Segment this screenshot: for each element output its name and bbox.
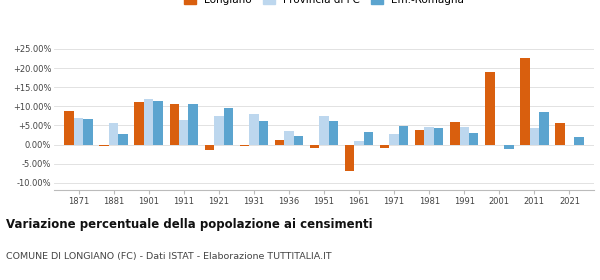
Bar xyxy=(109,123,118,144)
Bar xyxy=(310,144,319,148)
Bar xyxy=(83,118,93,144)
Bar xyxy=(100,144,109,146)
Bar xyxy=(424,127,434,144)
Bar xyxy=(284,131,293,144)
Bar xyxy=(389,134,399,144)
Bar xyxy=(205,144,214,150)
Bar xyxy=(539,112,548,144)
Bar xyxy=(380,144,389,148)
Bar xyxy=(399,126,409,144)
Bar xyxy=(319,116,329,144)
Bar xyxy=(355,141,364,144)
Bar xyxy=(415,130,424,144)
Bar xyxy=(239,144,249,146)
Bar xyxy=(293,136,303,144)
Bar xyxy=(504,144,514,149)
Bar xyxy=(574,137,584,144)
Bar xyxy=(530,129,539,144)
Bar xyxy=(329,121,338,144)
Bar xyxy=(134,102,144,144)
Bar xyxy=(275,140,284,144)
Bar xyxy=(469,133,478,144)
Bar xyxy=(74,118,83,144)
Bar xyxy=(144,99,154,144)
Bar xyxy=(520,59,530,144)
Text: Variazione percentuale della popolazione ai censimenti: Variazione percentuale della popolazione… xyxy=(6,218,373,231)
Bar xyxy=(364,132,373,144)
Bar xyxy=(188,104,198,144)
Bar xyxy=(555,123,565,144)
Bar xyxy=(170,104,179,144)
Bar xyxy=(249,114,259,144)
Bar xyxy=(450,122,460,144)
Bar xyxy=(224,108,233,144)
Text: COMUNE DI LONGIANO (FC) - Dati ISTAT - Elaborazione TUTTITALIA.IT: COMUNE DI LONGIANO (FC) - Dati ISTAT - E… xyxy=(6,252,332,261)
Bar xyxy=(434,128,443,144)
Bar xyxy=(64,111,74,144)
Bar xyxy=(214,116,224,144)
Bar xyxy=(345,144,355,171)
Bar xyxy=(154,101,163,144)
Bar xyxy=(485,72,494,144)
Legend: Longiano, Provincia di FC, Em.-Romagna: Longiano, Provincia di FC, Em.-Romagna xyxy=(184,0,464,5)
Bar xyxy=(460,127,469,144)
Bar xyxy=(259,121,268,144)
Bar xyxy=(118,134,128,144)
Bar xyxy=(179,120,188,144)
